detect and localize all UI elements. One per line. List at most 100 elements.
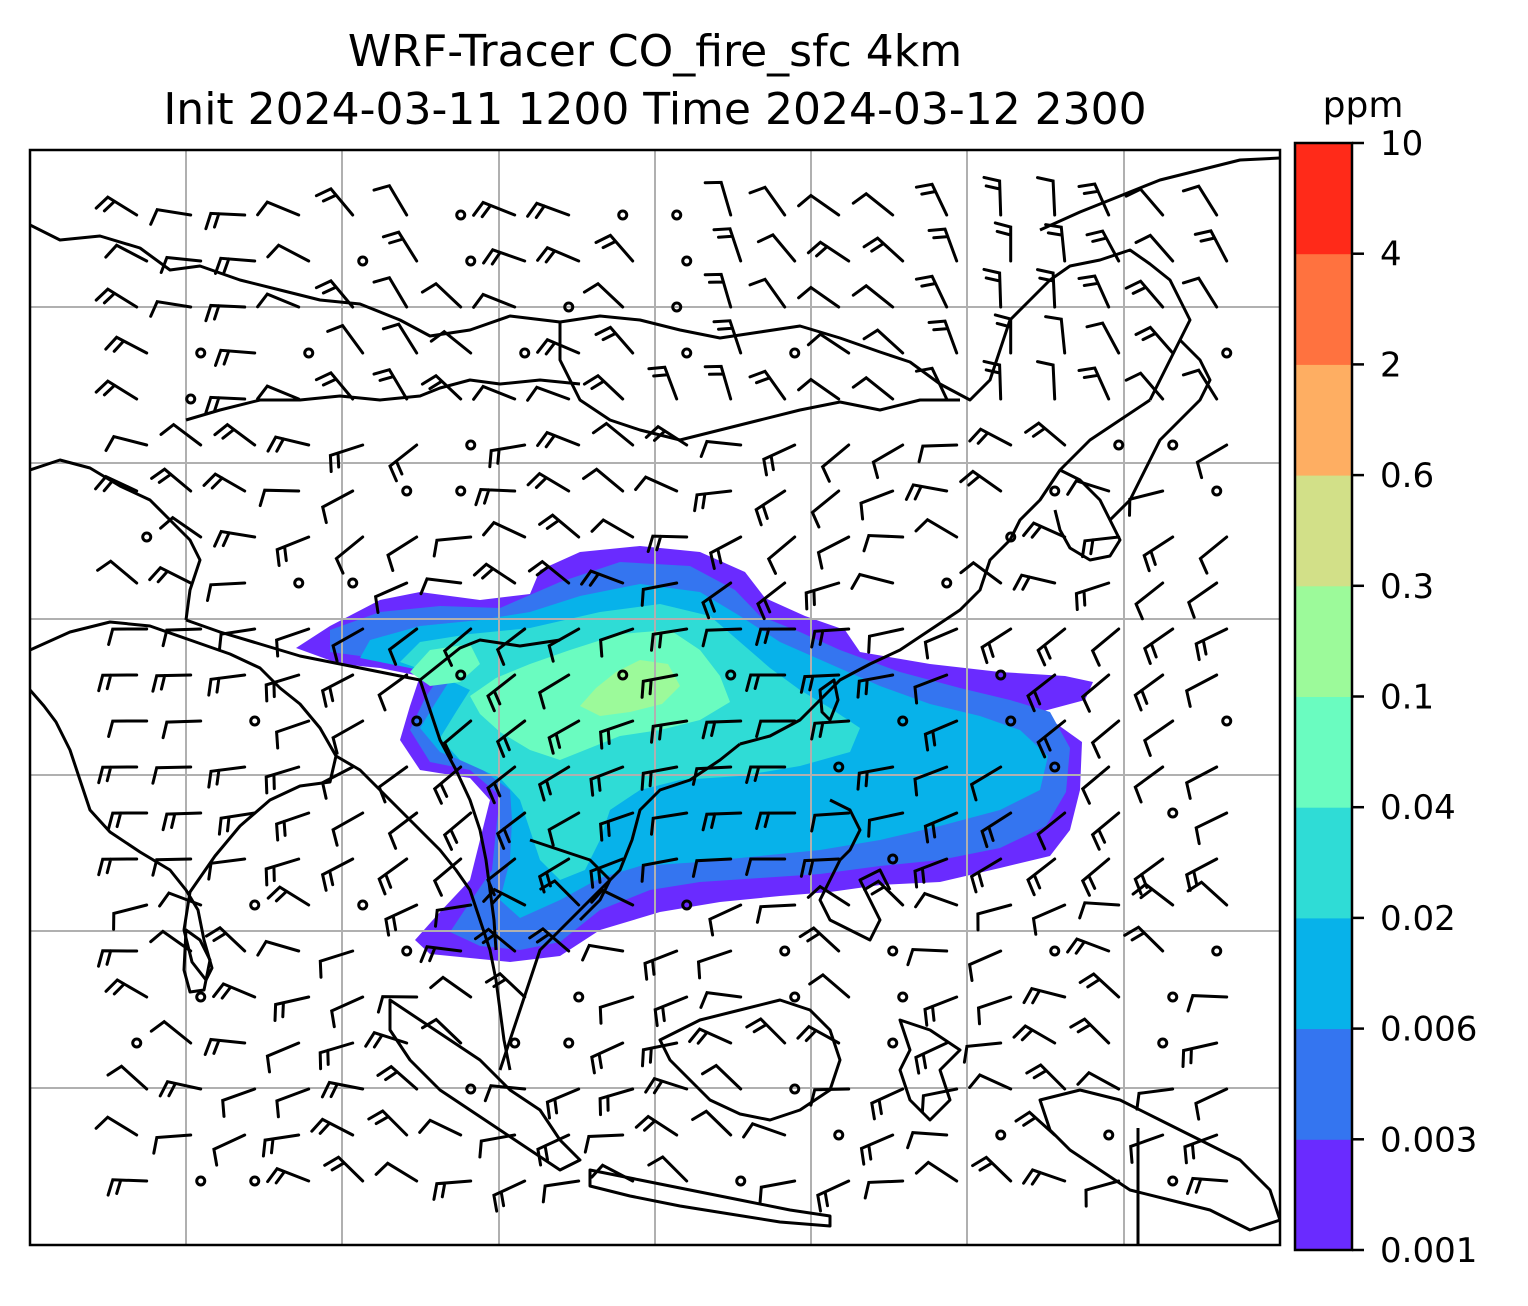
wind-barb	[798, 926, 841, 953]
border-china-north	[30, 223, 1192, 402]
calm-wind-marker	[1221, 347, 1233, 359]
colorbar: 0.001 0.003 0.006 0.02 0.04 0.1 0.3 0.6 2 4 10 ppm	[1293, 85, 1477, 1271]
wind-barb	[1090, 719, 1121, 759]
wind-barb	[756, 581, 787, 621]
wind-barb	[856, 673, 895, 699]
wind-barb	[1036, 627, 1067, 667]
coastline-sulawesi	[898, 1018, 962, 1122]
colorbar-tick-label: 0.006	[1380, 1010, 1477, 1050]
wind-barb	[217, 627, 257, 652]
wind-barb	[913, 673, 949, 705]
wind-barb	[213, 529, 257, 548]
wind-barb	[1036, 811, 1067, 851]
coastline-java	[588, 1168, 832, 1228]
colorbar-tick-label: 0.02	[1380, 899, 1456, 939]
calm-wind-marker	[995, 669, 1007, 681]
wind-barb	[1184, 673, 1219, 708]
wind-barb	[816, 1179, 851, 1213]
wind-barb	[330, 995, 365, 1029]
colorbar-segment	[1295, 696, 1352, 808]
wind-barb	[755, 627, 797, 646]
calm-wind-marker	[509, 1037, 521, 1049]
wind-barb	[641, 1041, 679, 1068]
wind-barb	[161, 811, 203, 832]
wind-barb	[1181, 1041, 1219, 1068]
coastline-korea	[1053, 468, 1122, 562]
wind-barb	[364, 1030, 409, 1049]
wind-barb	[256, 939, 301, 957]
wind-barb	[701, 1063, 743, 1091]
calm-wind-marker	[195, 991, 207, 1003]
wind-barb	[207, 765, 247, 789]
wind-barb	[797, 377, 841, 401]
wind-barb	[748, 277, 787, 309]
wind-barb	[701, 811, 743, 832]
wind-barb	[1024, 421, 1067, 447]
calm-wind-marker	[887, 853, 899, 865]
wind-barb	[688, 1027, 733, 1045]
wind-barb	[914, 891, 959, 909]
wind-barb	[429, 975, 473, 999]
wind-barb	[419, 945, 463, 964]
calm-wind-marker	[249, 1175, 261, 1187]
wind-barb	[850, 572, 895, 590]
wind-barb	[1133, 673, 1165, 712]
wind-barb	[590, 1163, 635, 1183]
calm-wind-marker	[681, 347, 693, 359]
wind-barb	[969, 857, 1003, 894]
wind-barb	[318, 1041, 355, 1071]
calm-wind-marker	[941, 577, 953, 589]
wind-barb	[275, 535, 311, 567]
wind-barb	[374, 1161, 419, 1183]
wind-barb	[1069, 1017, 1111, 1045]
wind-barb	[1012, 1024, 1057, 1045]
wind-barb	[980, 811, 1013, 849]
calm-wind-marker	[455, 485, 467, 497]
wind-barb	[1084, 1179, 1121, 1208]
coastline-taiwan	[818, 678, 840, 722]
wind-barb	[1142, 535, 1175, 573]
calm-wind-marker	[1103, 1129, 1115, 1141]
wind-barb	[112, 903, 149, 931]
wind-barb	[482, 248, 527, 266]
wind-barb	[159, 255, 203, 274]
wind-barb	[797, 193, 841, 217]
wind-barb	[851, 283, 895, 309]
wind-barb	[1123, 925, 1165, 953]
calm-wind-marker	[249, 715, 261, 727]
wind-barb	[809, 1087, 851, 1107]
wind-barb	[863, 879, 905, 907]
wind-barb	[820, 443, 851, 483]
wind-barb	[472, 200, 517, 219]
wind-barb	[266, 885, 311, 907]
wind-barb	[650, 627, 689, 652]
wind-barb	[161, 719, 203, 740]
wind-barb	[703, 364, 733, 401]
wind-barb	[993, 313, 1013, 355]
wind-barb	[204, 211, 247, 231]
wind-barb	[213, 422, 257, 447]
border-india-pakistan	[30, 458, 202, 621]
wind-barb	[323, 1155, 365, 1183]
wind-barb	[582, 373, 625, 401]
calm-wind-marker	[1211, 485, 1223, 497]
calm-wind-marker	[671, 209, 683, 221]
wind-barb	[486, 857, 517, 897]
wind-barb	[589, 765, 625, 797]
calm-wind-marker	[1113, 439, 1125, 451]
coastline-new-guinea	[1038, 1088, 1280, 1232]
wind-barb	[590, 888, 635, 907]
wind-barb	[314, 279, 355, 309]
calm-wind-marker	[789, 1083, 801, 1095]
calm-wind-marker	[1049, 761, 1061, 773]
coastline-russia-northeast	[1039, 156, 1280, 232]
wind-barb	[472, 384, 517, 401]
wind-barb	[1184, 857, 1219, 892]
wind-barb	[1135, 1087, 1175, 1111]
wind-barb	[742, 1122, 787, 1139]
wind-barb	[640, 857, 679, 883]
wind-barb	[151, 673, 193, 693]
chart-title-line-1: WRF-Tracer CO_fire_sfc 4km	[347, 26, 963, 77]
wind-barb	[927, 319, 959, 355]
wind-barb	[1090, 811, 1121, 851]
